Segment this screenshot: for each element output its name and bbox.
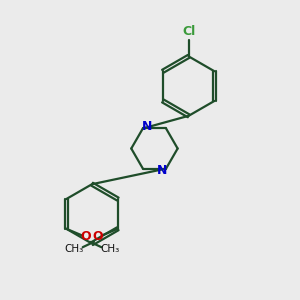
Text: CH₃: CH₃ bbox=[65, 244, 84, 254]
Text: O: O bbox=[81, 230, 91, 243]
Text: Cl: Cl bbox=[182, 25, 195, 38]
Text: N: N bbox=[156, 164, 167, 178]
Text: N: N bbox=[142, 120, 152, 133]
Text: CH₃: CH₃ bbox=[100, 244, 119, 254]
Text: O: O bbox=[93, 230, 104, 243]
